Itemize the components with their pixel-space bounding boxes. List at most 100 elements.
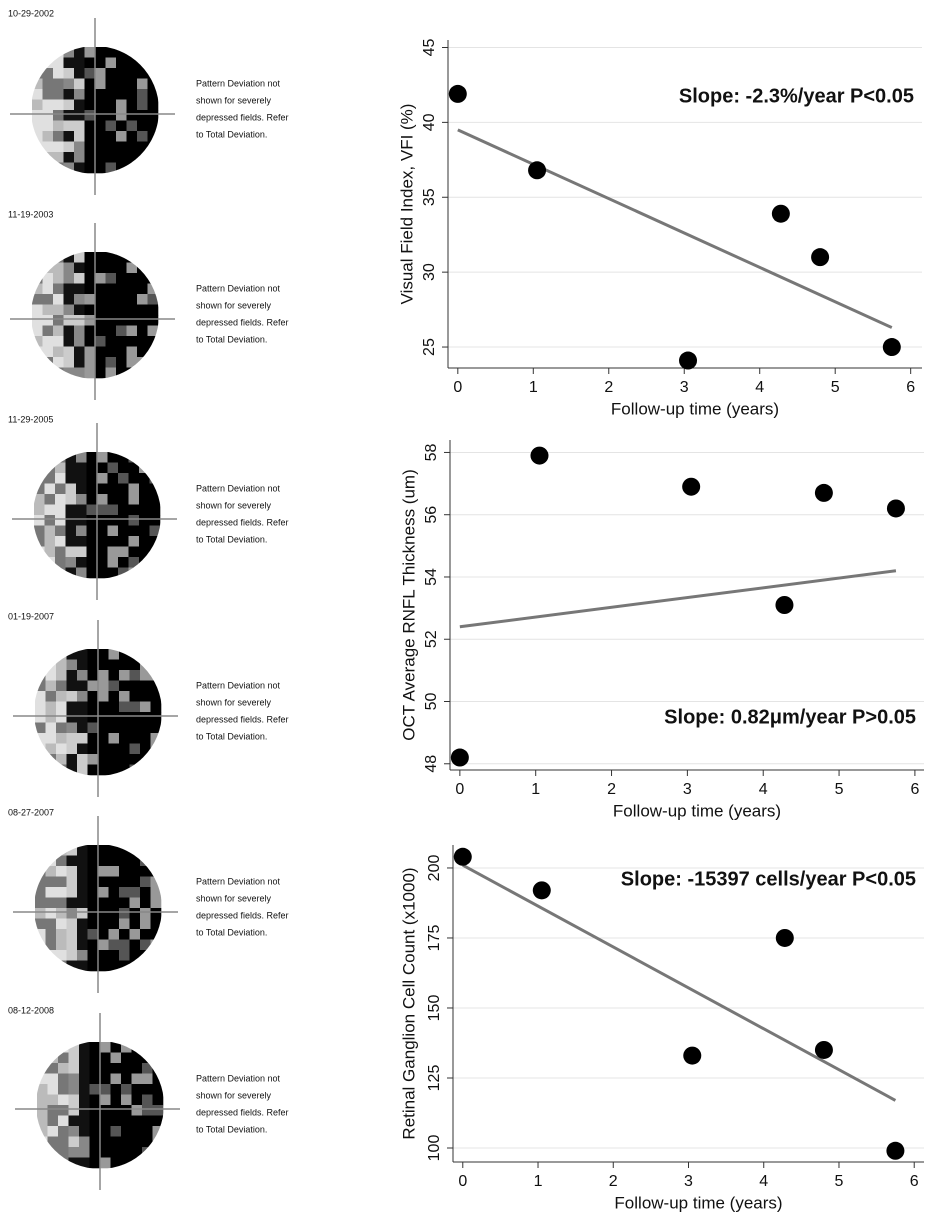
field-cell bbox=[67, 744, 78, 755]
field-cell bbox=[106, 89, 117, 100]
field-cell bbox=[87, 526, 98, 537]
field-cell bbox=[32, 326, 43, 337]
field-cell bbox=[88, 866, 99, 877]
field-cell bbox=[34, 473, 45, 484]
field-cell bbox=[76, 473, 87, 484]
field-cell bbox=[46, 887, 57, 898]
field-cell bbox=[151, 887, 162, 898]
field-cell bbox=[100, 1042, 111, 1053]
field-cell bbox=[95, 47, 106, 58]
field-cell bbox=[67, 866, 78, 877]
field-cell bbox=[142, 1147, 153, 1158]
field-cell bbox=[53, 142, 64, 153]
field-cell bbox=[35, 950, 46, 961]
field-cell bbox=[109, 919, 120, 930]
field-cell bbox=[98, 856, 109, 867]
field-cell bbox=[100, 1137, 111, 1148]
field-cell bbox=[58, 1126, 69, 1137]
field-cell bbox=[45, 473, 56, 484]
field-cell bbox=[140, 670, 151, 681]
field-cell bbox=[148, 263, 159, 274]
field-cell bbox=[58, 1084, 69, 1095]
field-cell bbox=[108, 484, 119, 495]
field-cell bbox=[35, 712, 46, 723]
field-cell bbox=[77, 691, 88, 702]
field-cell bbox=[109, 660, 120, 671]
field-cell bbox=[98, 765, 109, 776]
field-cell bbox=[137, 336, 148, 347]
field-cell bbox=[45, 494, 56, 505]
field-cell bbox=[66, 494, 77, 505]
field-cell bbox=[140, 929, 151, 940]
data-point bbox=[682, 478, 700, 496]
field-cell bbox=[55, 547, 66, 558]
field-cell bbox=[34, 568, 45, 579]
y-tick-label: 50 bbox=[423, 693, 440, 711]
field-cell bbox=[43, 100, 54, 111]
field-cell bbox=[67, 856, 78, 867]
field-cell bbox=[35, 866, 46, 877]
field-cell bbox=[77, 702, 88, 713]
field-cell bbox=[43, 79, 54, 90]
field-cell bbox=[148, 100, 159, 111]
field-cell bbox=[88, 887, 99, 898]
field-cell bbox=[74, 357, 85, 368]
field-cell bbox=[87, 568, 98, 579]
field-cell bbox=[55, 557, 66, 568]
field-cell bbox=[85, 315, 96, 326]
field-cell bbox=[79, 1158, 90, 1169]
field-cell bbox=[55, 463, 66, 474]
field-cell bbox=[116, 252, 127, 263]
field-cell bbox=[151, 877, 162, 888]
field-cell bbox=[127, 368, 138, 379]
field-cell bbox=[74, 305, 85, 316]
field-cell bbox=[85, 357, 96, 368]
field-cell bbox=[43, 294, 54, 305]
field-cell bbox=[53, 273, 64, 284]
field-date: 11-19-2003 bbox=[8, 209, 53, 219]
field-cell bbox=[43, 357, 54, 368]
data-point bbox=[530, 447, 548, 465]
field-cell bbox=[46, 866, 57, 877]
field-cell bbox=[130, 712, 141, 723]
field-cell bbox=[119, 866, 130, 877]
field-cell bbox=[151, 712, 162, 723]
field-cell bbox=[85, 79, 96, 90]
field-cell bbox=[48, 1063, 59, 1074]
field-cell bbox=[109, 649, 120, 660]
field-cell bbox=[109, 691, 120, 702]
field-cell bbox=[137, 263, 148, 274]
field-cell bbox=[88, 856, 99, 867]
field-cell bbox=[129, 494, 140, 505]
field-cell bbox=[34, 515, 45, 526]
field-cell bbox=[127, 315, 138, 326]
field-date: 08-12-2008 bbox=[8, 1005, 54, 1015]
field-cell bbox=[127, 100, 138, 111]
field-cell bbox=[88, 681, 99, 692]
field-cell bbox=[150, 494, 161, 505]
field-cell bbox=[74, 347, 85, 358]
field-cell bbox=[35, 702, 46, 713]
field-cell bbox=[85, 47, 96, 58]
field-cell bbox=[64, 68, 75, 79]
field-cell bbox=[111, 1084, 122, 1095]
field-cell bbox=[87, 463, 98, 474]
field-cell bbox=[53, 89, 64, 100]
field-cell bbox=[48, 1126, 59, 1137]
field-cell bbox=[64, 273, 75, 284]
field-cell bbox=[139, 568, 150, 579]
field-cell bbox=[109, 733, 120, 744]
field-cell bbox=[46, 919, 57, 930]
field-cell bbox=[139, 536, 150, 547]
field-cell bbox=[111, 1053, 122, 1064]
field-cell bbox=[139, 452, 150, 463]
field-cell bbox=[109, 950, 120, 961]
field-cell bbox=[74, 142, 85, 153]
field-cell bbox=[140, 908, 151, 919]
field-cell bbox=[153, 1158, 164, 1169]
field-cell bbox=[64, 263, 75, 274]
field-cell bbox=[140, 649, 151, 660]
field-cell bbox=[151, 702, 162, 713]
field-cell bbox=[35, 723, 46, 734]
field-cell bbox=[64, 142, 75, 153]
